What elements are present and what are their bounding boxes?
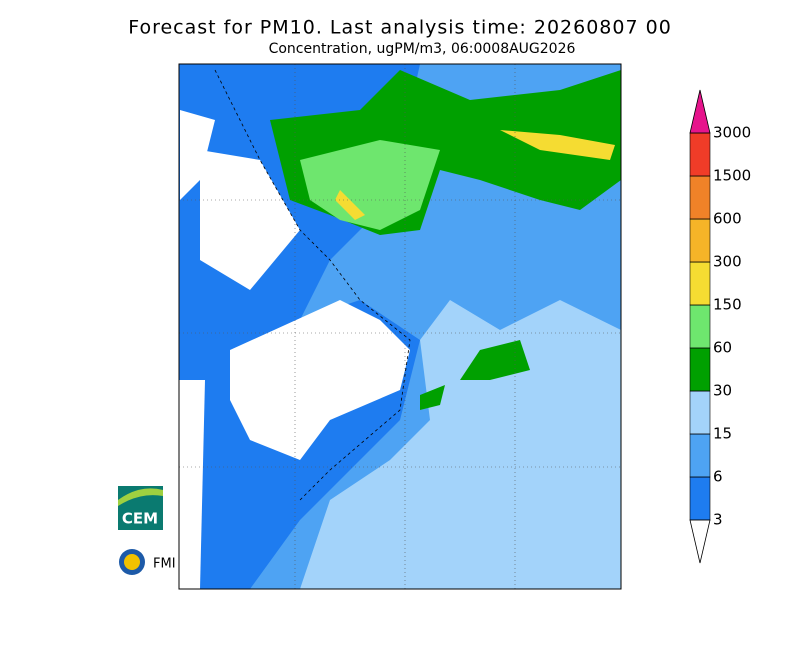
colorbar-under [689,519,711,564]
colorbar: 3 6 15 30 60 150 300 600 1500 3000 [689,89,751,564]
colorbar-label: 15 [713,425,732,443]
logo-text: FMI [153,557,176,572]
colorbar-label: 1500 [713,167,751,185]
colorbar-label: 150 [713,296,742,314]
colorbar-label: 3 [713,511,723,529]
fmi-logo: FMI [119,549,176,575]
colorbar-label: 300 [713,253,742,271]
colorbar-label: 60 [713,339,732,357]
colorbar-band [689,390,711,435]
logo-text: CEM [122,510,158,528]
colorbar-band [689,476,711,521]
colorbar-band [689,304,711,349]
colorbar-band [689,261,711,306]
colorbar-band [689,347,711,392]
colorbar-band [689,175,711,220]
colorbar-over [689,89,711,134]
cem-logo: CEM [118,486,163,530]
colorbar-label: 3000 [713,124,751,142]
colorbar-band [689,433,711,478]
colorbar-band [689,132,711,177]
map-frame [178,63,622,590]
colorbar-label: 30 [713,382,732,400]
subtitle: Concentration, ugPM/m3, 06:0008AUG2026 [269,41,576,57]
colorbar-band [689,218,711,263]
colorbar-label: 6 [713,468,723,486]
title: Forecast for PM10. Last analysis time: 2… [128,17,672,39]
colorbar-label: 600 [713,210,742,228]
map [179,64,621,589]
